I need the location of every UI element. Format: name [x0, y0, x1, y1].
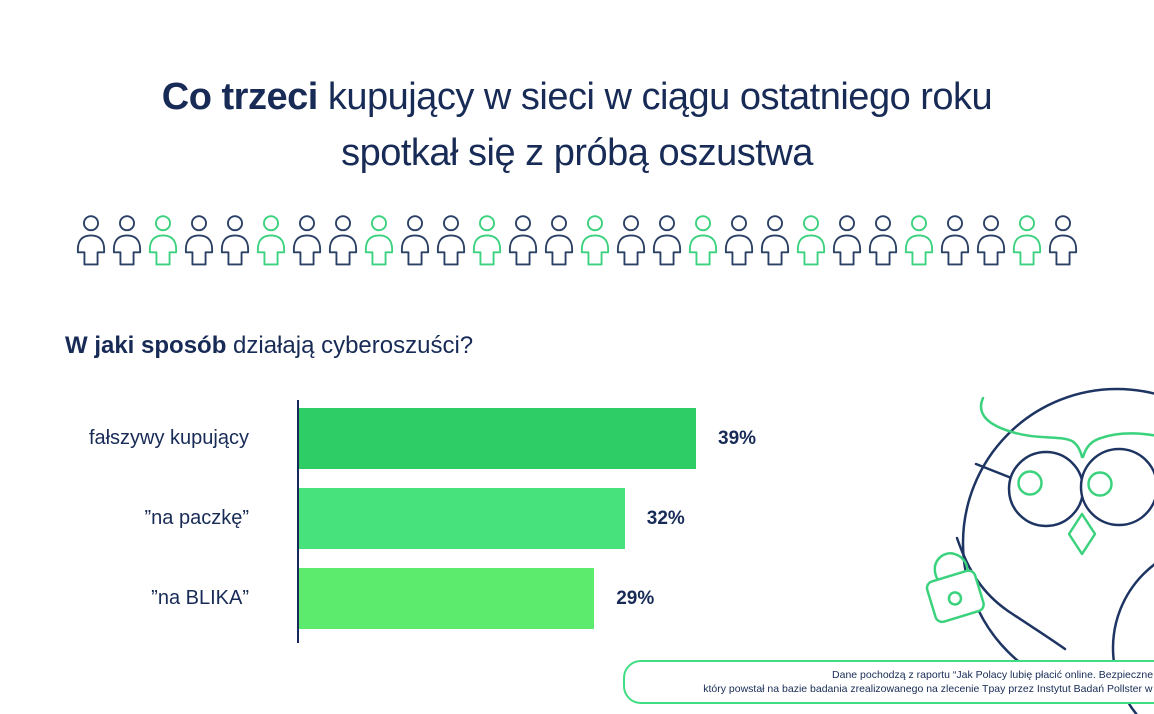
- question-rest: działają cyberoszuści?: [226, 332, 474, 359]
- person-icon: [1012, 215, 1042, 266]
- bar: [299, 568, 595, 629]
- bar: [299, 408, 697, 469]
- person-icon: [544, 215, 574, 266]
- person-icon: [148, 215, 178, 266]
- owl-right-pupil: [1087, 471, 1113, 497]
- bar-row: 39%: [299, 408, 756, 469]
- footnote-line1: Dane pochodzą z raportu “Jak Polacy lubi…: [832, 669, 1154, 681]
- page-title: Co trzeci kupujący w sieci w ciągu ostat…: [0, 69, 1154, 181]
- person-icon: [472, 215, 502, 266]
- padlock-icon: [925, 551, 985, 624]
- person-icon: [616, 215, 646, 266]
- title-line2: spotkał się z próbą oszustwa: [341, 132, 813, 175]
- padlock-keyhole: [947, 591, 963, 606]
- title-emphasis: Co trzeci: [161, 76, 318, 119]
- bar-label: ”na BLIKA”: [151, 587, 249, 609]
- owl-brow: [979, 396, 1154, 459]
- person-icon: [220, 215, 250, 266]
- bar-chart: fałszywy kupujący ”na paczkę” ”na BLIKA” 3…: [65, 400, 756, 643]
- bar-value-label: 29%: [616, 587, 655, 609]
- bar-row: 32%: [299, 488, 756, 549]
- person-icon: [364, 215, 394, 266]
- person-icon: [976, 215, 1006, 266]
- owl-glasses-arm: [974, 462, 1016, 481]
- bar-value-label: 39%: [718, 427, 757, 449]
- chart-labels: fałszywy kupujący ”na paczkę” ”na BLIKA”: [65, 400, 297, 643]
- owl-belly-wing: [1111, 563, 1154, 714]
- person-icon: [796, 215, 826, 266]
- person-icon: [724, 215, 754, 266]
- person-icon: [76, 215, 106, 266]
- person-icon: [580, 215, 610, 266]
- person-icon: [652, 215, 682, 266]
- owl-beak: [1067, 512, 1097, 556]
- person-icon: [760, 215, 790, 266]
- person-icon: [868, 215, 898, 266]
- chart-question: W jaki sposób działają cyberoszuści?: [65, 332, 473, 360]
- person-icon: [184, 215, 214, 266]
- person-icon: [256, 215, 286, 266]
- footnote-line2: który powstał na bazie badania zrealizow…: [703, 683, 1154, 695]
- chart-bars: 39% 32% 29%: [297, 400, 756, 643]
- bar-value-label: 32%: [646, 507, 685, 529]
- title-line1-rest: kupujący w sieci w ciągu ostatniego roku: [317, 76, 993, 119]
- question-emphasis: W jaki sposób: [65, 332, 227, 359]
- person-icon: [832, 215, 862, 266]
- person-icon: [328, 215, 358, 266]
- bar-label: fałszywy kupujący: [88, 427, 249, 449]
- person-icon: [400, 215, 430, 266]
- person-icon: [1048, 215, 1078, 266]
- owl-body: [961, 387, 1154, 699]
- person-icon: [436, 215, 466, 266]
- bar: [299, 488, 625, 549]
- owl-wing: [955, 536, 1067, 651]
- owl-right-eye: [1079, 447, 1154, 527]
- person-icon: [940, 215, 970, 266]
- padlock-body: [925, 569, 985, 624]
- person-icon: [688, 215, 718, 266]
- bar-row: 29%: [299, 568, 756, 629]
- person-icon: [508, 215, 538, 266]
- people-row: [0, 213, 1154, 269]
- padlock-shackle: [933, 551, 969, 581]
- owl-illustration: [925, 387, 1154, 714]
- person-icon: [904, 215, 934, 266]
- bar-label: ”na paczkę”: [144, 507, 250, 529]
- person-icon: [292, 215, 322, 266]
- person-icon: [112, 215, 142, 266]
- owl-left-pupil: [1017, 470, 1043, 496]
- footnote-box: Dane pochodzą z raportu “Jak Polacy lubi…: [623, 660, 1154, 704]
